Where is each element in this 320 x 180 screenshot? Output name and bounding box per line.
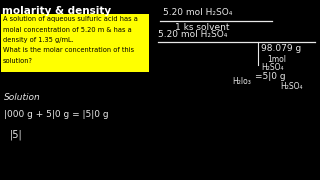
Text: H₂lo₃: H₂lo₃: [232, 77, 251, 86]
Text: 1 ks solvent: 1 ks solvent: [175, 23, 229, 32]
FancyBboxPatch shape: [1, 14, 149, 72]
Text: Solution: Solution: [4, 93, 41, 102]
Text: molarity & density: molarity & density: [2, 6, 111, 16]
Text: 5.20 mol H₂SO₄: 5.20 mol H₂SO₄: [158, 30, 228, 39]
Text: 5.20 mol H₂SO₄: 5.20 mol H₂SO₄: [163, 8, 232, 17]
Text: molal concentration of 5.20 m & has a: molal concentration of 5.20 m & has a: [3, 26, 132, 33]
Text: =5|0 g: =5|0 g: [255, 72, 286, 81]
Text: 98.079 g: 98.079 g: [261, 44, 301, 53]
Text: A solution of aqueous sulfuric acid has a: A solution of aqueous sulfuric acid has …: [3, 16, 138, 22]
Text: |000 g + 5|0 g = |5|0 g: |000 g + 5|0 g = |5|0 g: [4, 110, 108, 119]
Text: 1mol: 1mol: [267, 55, 286, 64]
Text: H₂SO₄: H₂SO₄: [261, 63, 284, 72]
Text: |5|: |5|: [10, 130, 23, 141]
Text: H₂SO₄: H₂SO₄: [280, 82, 302, 91]
Text: What is the molar concentration of this: What is the molar concentration of this: [3, 48, 134, 53]
Text: density of 1.35 g/mL.: density of 1.35 g/mL.: [3, 37, 74, 43]
Text: solution?: solution?: [3, 58, 33, 64]
